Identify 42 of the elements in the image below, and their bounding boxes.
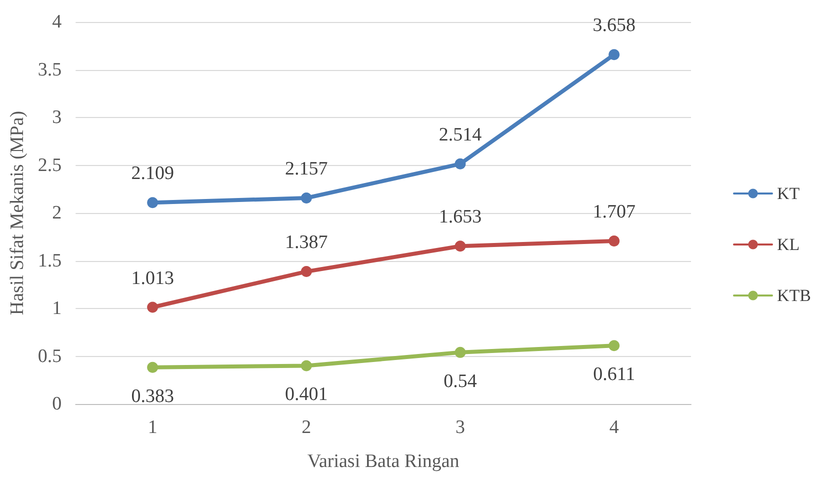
- x-tick-label: 2: [302, 417, 312, 438]
- legend-label: KL: [777, 235, 800, 254]
- data-label: 0.54: [444, 370, 478, 392]
- x-tick-label: 3: [455, 417, 465, 438]
- point: [608, 49, 620, 60]
- y-tick-label: 3.5: [38, 59, 62, 80]
- y-tick-label: 0: [52, 394, 62, 414]
- point: [300, 360, 312, 372]
- x-axis-title: Variasi Bata Ringan: [307, 451, 460, 472]
- y-tick-label: 1: [52, 298, 62, 319]
- y-tick-label: 4: [52, 12, 62, 32]
- data-label: 0.401: [285, 384, 328, 406]
- y-tick-label: 0.5: [38, 346, 62, 367]
- y-tick-label: 2.5: [38, 154, 62, 176]
- point: [300, 192, 312, 204]
- data-label: 1.013: [131, 268, 174, 289]
- legend-label: KTB: [777, 286, 811, 305]
- point: [454, 346, 466, 358]
- data-label: 2.109: [131, 163, 174, 184]
- point: [454, 240, 466, 252]
- point: [454, 158, 466, 170]
- point: [147, 302, 158, 313]
- point: [608, 340, 620, 352]
- data-label: 2.157: [285, 158, 328, 180]
- data-label: 2.514: [438, 124, 482, 146]
- data-label: 3.658: [592, 15, 636, 36]
- data-label: 1.387: [285, 232, 328, 254]
- legend-label: KT: [777, 184, 800, 203]
- data-label: 0.383: [131, 386, 174, 407]
- y-tick-label: 3: [52, 107, 62, 128]
- y-axis-title: Hasil Sifat Mekanis (MPa): [7, 110, 28, 316]
- point: [147, 197, 158, 208]
- point: [300, 266, 312, 278]
- y-tick-label: 2: [52, 202, 62, 224]
- x-tick-label: 1: [148, 417, 158, 438]
- y-tick-label: 1.5: [38, 250, 62, 272]
- point: [147, 362, 158, 373]
- data-label: 1.653: [438, 206, 482, 228]
- data-label: 0.611: [593, 364, 636, 386]
- point: [608, 235, 620, 246]
- data-label: 1.707: [592, 201, 636, 222]
- x-tick-label: 4: [609, 417, 620, 438]
